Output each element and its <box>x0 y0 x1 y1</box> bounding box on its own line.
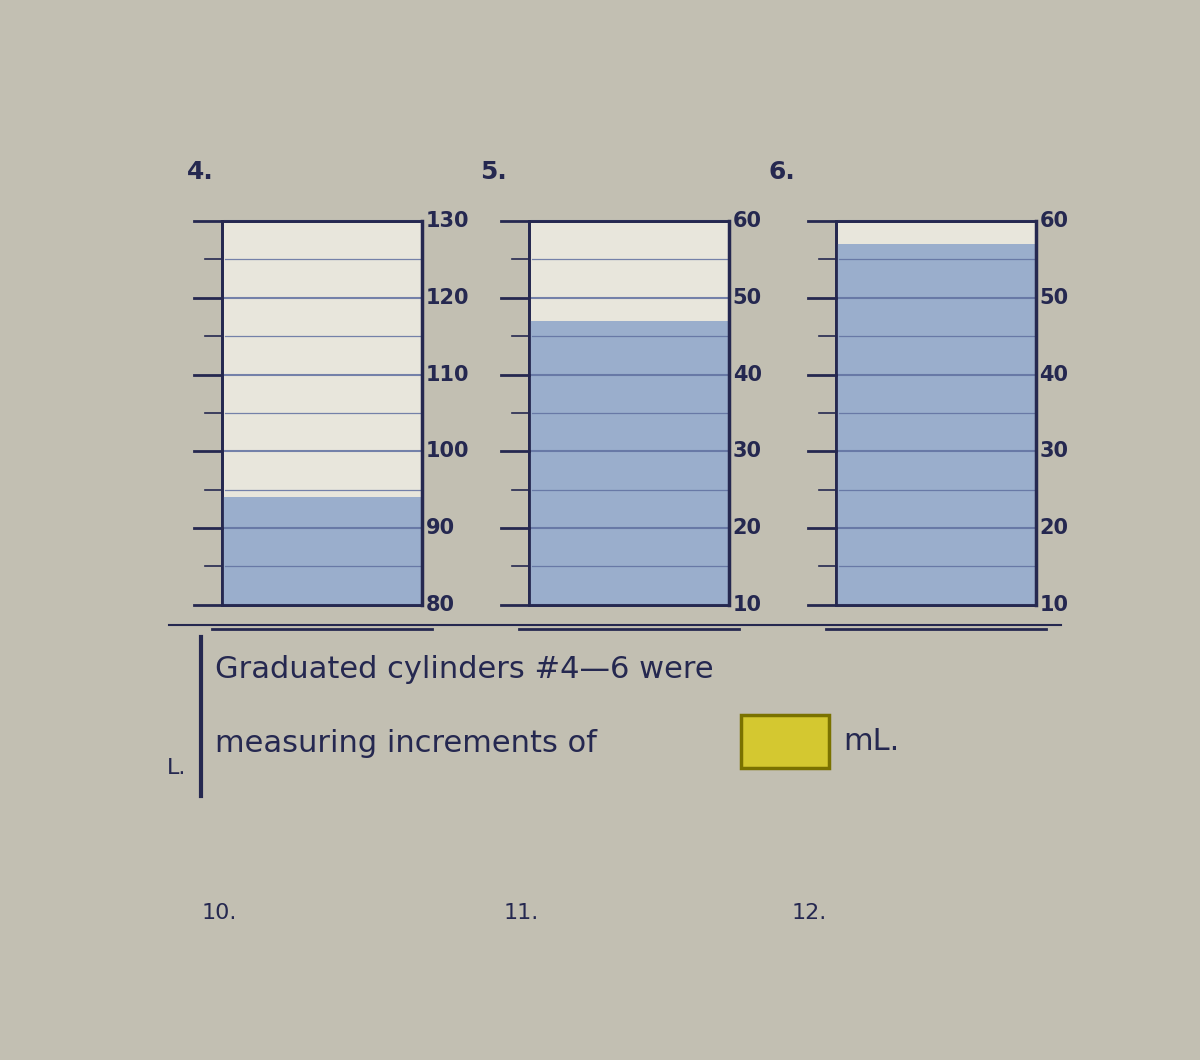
Text: 30: 30 <box>1039 441 1068 461</box>
Text: 30: 30 <box>733 441 762 461</box>
Text: 10.: 10. <box>202 903 236 923</box>
Text: 20: 20 <box>1039 518 1068 538</box>
Text: 4.: 4. <box>187 160 214 184</box>
Bar <box>529 222 728 604</box>
Bar <box>529 321 728 604</box>
Bar <box>222 497 422 604</box>
Text: 40: 40 <box>1039 365 1068 385</box>
Bar <box>836 222 1036 604</box>
Text: 120: 120 <box>426 287 469 307</box>
Text: 80: 80 <box>426 595 455 615</box>
Text: 5.: 5. <box>480 160 506 184</box>
Text: 60: 60 <box>1039 211 1068 231</box>
Text: 110: 110 <box>426 365 469 385</box>
Text: 100: 100 <box>426 441 469 461</box>
Text: 40: 40 <box>733 365 762 385</box>
Text: measuring increments of: measuring increments of <box>215 729 596 758</box>
Text: 50: 50 <box>1039 287 1069 307</box>
Text: 20: 20 <box>733 518 762 538</box>
Text: 12.: 12. <box>792 903 827 923</box>
Bar <box>836 244 1036 604</box>
Text: 6.: 6. <box>768 160 796 184</box>
Text: 10: 10 <box>1039 595 1068 615</box>
Text: 50: 50 <box>733 287 762 307</box>
Text: 11.: 11. <box>504 903 539 923</box>
Text: Graduated cylinders #4—6 were: Graduated cylinders #4—6 were <box>215 655 714 685</box>
Text: 60: 60 <box>733 211 762 231</box>
Bar <box>740 714 829 767</box>
Text: L.: L. <box>167 758 186 778</box>
Text: 130: 130 <box>426 211 469 231</box>
Text: mL.: mL. <box>842 727 899 756</box>
Text: 90: 90 <box>426 518 455 538</box>
Text: 10: 10 <box>733 595 762 615</box>
Bar <box>222 222 422 604</box>
